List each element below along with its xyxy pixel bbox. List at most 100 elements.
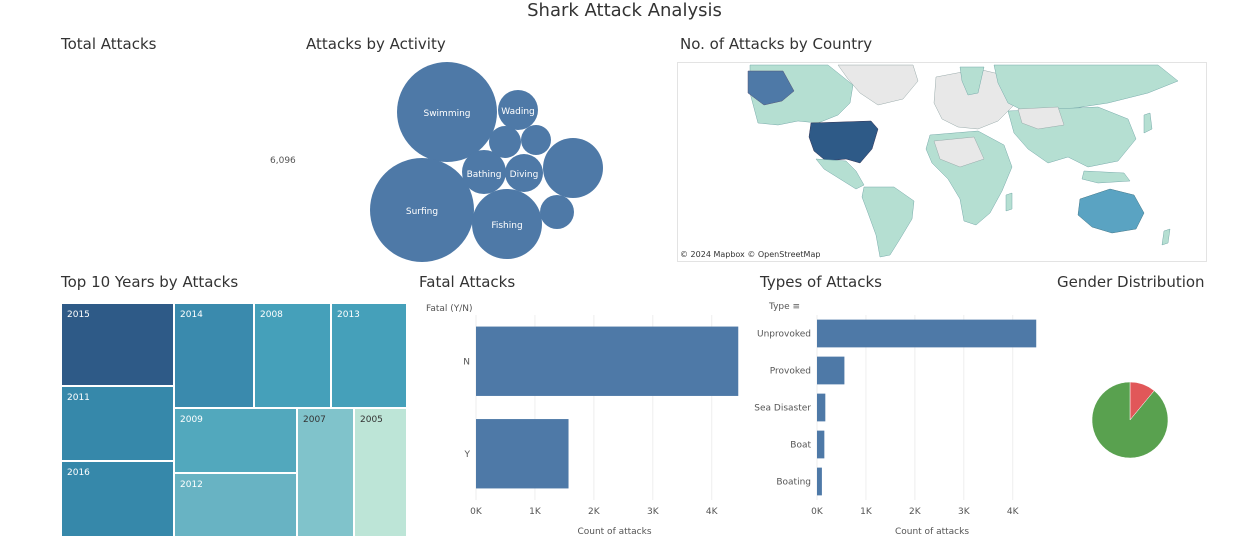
types-category-header: Type ≡ xyxy=(769,302,800,312)
treemap-label-2005: 2005 xyxy=(360,415,383,425)
types-category-label: Unprovoked xyxy=(757,330,811,340)
treemap-cell-2011[interactable]: 2011 xyxy=(61,386,174,461)
treemap-label-2008: 2008 xyxy=(260,310,283,320)
fatal-x-tick: 4K xyxy=(706,507,719,517)
types-x-tick: 3K xyxy=(958,507,971,517)
bubble-fishing[interactable]: Fishing xyxy=(472,189,542,259)
treemap-cell-2008[interactable]: 2008 xyxy=(254,303,331,408)
treemap-cell-2007[interactable]: 2007 xyxy=(297,408,354,537)
japan-shape[interactable] xyxy=(1143,112,1153,134)
types-bar-boating[interactable] xyxy=(817,467,822,496)
country-map[interactable] xyxy=(677,62,1207,262)
types-bar-boat[interactable] xyxy=(817,430,825,459)
treemap-label-2011: 2011 xyxy=(67,393,90,403)
types-category-label: Boat xyxy=(790,441,811,451)
fatal-x-tick: 0K xyxy=(470,507,483,517)
bubble-diving-circle[interactable] xyxy=(505,154,543,192)
bubble-swimming-label: Swimming xyxy=(423,109,470,119)
top-years-title: Top 10 Years by Attacks xyxy=(61,273,239,291)
sahara-shape[interactable] xyxy=(933,136,985,168)
bubble-unlabeled-4[interactable] xyxy=(540,195,574,229)
europe-shape[interactable] xyxy=(933,68,1017,130)
central-asia-shape[interactable] xyxy=(1017,106,1065,130)
types-x-tick: 2K xyxy=(909,507,922,517)
activity-title: Attacks by Activity xyxy=(306,35,446,53)
types-category-label: Boating xyxy=(776,478,811,488)
fatal-x-tick: 3K xyxy=(647,507,660,517)
gender-pie-chart[interactable] xyxy=(1090,380,1170,460)
types-bar-chart[interactable]: 0K 1K 2K 3K 4K Unprovoked Provoked Sea Disaster… xyxy=(750,315,1050,540)
usa-shape[interactable] xyxy=(808,120,879,164)
fatal-bar-chart[interactable]: 0K 1K 2K 3K 4K N Y Count of attacks xyxy=(419,315,749,540)
indonesia-shape[interactable] xyxy=(1081,170,1131,184)
treemap-cell-2014[interactable]: 2014 xyxy=(174,303,254,408)
mexico-shape[interactable] xyxy=(815,158,865,190)
treemap-label-2012: 2012 xyxy=(180,480,203,490)
types-bar-provoked[interactable] xyxy=(817,356,845,385)
bubble-unlabeled-3[interactable] xyxy=(521,125,551,155)
fatal-bar-y[interactable] xyxy=(476,419,569,489)
fatal-category-header: Fatal (Y/N) xyxy=(426,304,473,314)
bubble-swimming-circle[interactable] xyxy=(397,62,497,162)
scandinavia-shape[interactable] xyxy=(959,66,985,96)
bubble-bathing[interactable]: Bathing xyxy=(462,150,506,194)
bubble-surfing-label: Surfing xyxy=(406,207,438,217)
map-attribution: © 2024 Mapbox © OpenStreetMap xyxy=(680,250,821,259)
bubble-unlabeled-2[interactable] xyxy=(489,126,521,158)
types-category-label: Provoked xyxy=(770,367,811,377)
fatal-x-axis-label: Count of attacks xyxy=(577,527,651,537)
treemap-label-2007: 2007 xyxy=(303,415,326,425)
gender-title: Gender Distribution xyxy=(1057,273,1205,291)
russia-shape[interactable] xyxy=(993,64,1179,114)
treemap-cell-2016[interactable]: 2016 xyxy=(61,461,174,537)
types-x-tick: 4K xyxy=(1007,507,1020,517)
treemap-label-2015: 2015 xyxy=(67,310,90,320)
bubble-fishing-circle[interactable] xyxy=(472,189,542,259)
bubble-diving-label: Diving xyxy=(510,170,539,180)
alaska-shape[interactable] xyxy=(747,70,795,106)
south-america-shape[interactable] xyxy=(861,186,915,258)
types-category-header-text: Type xyxy=(769,302,790,312)
bubble-bathing-circle[interactable] xyxy=(462,150,506,194)
bubble-wading-circle[interactable] xyxy=(498,90,538,130)
fatal-x-tick: 2K xyxy=(588,507,601,517)
activity-bubble-chart[interactable]: Swimming Surfing Fishing Wading Bathing … xyxy=(360,55,620,265)
types-x-tick: 0K xyxy=(811,507,824,517)
greenland-shape xyxy=(837,64,919,106)
dashboard-title: Shark Attack Analysis xyxy=(527,0,722,21)
types-title: Types of Attacks xyxy=(760,273,882,291)
treemap-cell-2015[interactable]: 2015 xyxy=(61,303,174,386)
world-map-svg[interactable] xyxy=(678,63,1206,261)
bubble-swimming[interactable]: Swimming xyxy=(397,62,497,162)
types-bar-unprovoked[interactable] xyxy=(817,319,1037,348)
fatal-bar-n[interactable] xyxy=(476,326,739,396)
pie-slice-2[interactable] xyxy=(1091,381,1169,459)
types-bar-sea-disaster[interactable] xyxy=(817,393,826,422)
bubble-surfing-circle[interactable] xyxy=(370,158,474,262)
bubble-surfing[interactable]: Surfing xyxy=(370,158,474,262)
australia-shape[interactable] xyxy=(1077,188,1145,234)
fatal-category-label: Y xyxy=(464,450,471,460)
treemap-label-2014: 2014 xyxy=(180,310,203,320)
treemap-label-2009: 2009 xyxy=(180,415,203,425)
treemap-label-2013: 2013 xyxy=(337,310,360,320)
treemap-cell-2009[interactable]: 2009 xyxy=(174,408,297,473)
total-attacks-value: 6,096 xyxy=(270,156,296,166)
treemap-cell-2005[interactable]: 2005 xyxy=(354,408,407,537)
bubble-bathing-label: Bathing xyxy=(467,170,502,180)
treemap-cell-2012[interactable]: 2012 xyxy=(174,473,297,537)
fatal-x-tick: 1K xyxy=(529,507,542,517)
bubble-fishing-label: Fishing xyxy=(491,221,522,231)
total-attacks-title: Total Attacks xyxy=(61,35,157,53)
bubble-wading[interactable]: Wading xyxy=(498,90,538,130)
sort-icon[interactable]: ≡ xyxy=(792,302,801,312)
treemap-cell-2013[interactable]: 2013 xyxy=(331,303,407,408)
bubble-unlabeled-1[interactable] xyxy=(543,138,603,198)
fatal-category-label: N xyxy=(463,357,470,367)
new-zealand-shape[interactable] xyxy=(1161,228,1171,246)
bubble-diving[interactable]: Diving xyxy=(505,154,543,192)
years-treemap[interactable]: 2015 2014 2008 2013 2011 2009 2007 2005 … xyxy=(61,303,407,537)
types-x-axis-label: Count of attacks xyxy=(895,527,969,537)
bubble-wading-label: Wading xyxy=(501,107,534,117)
madagascar-shape[interactable] xyxy=(1005,192,1013,212)
